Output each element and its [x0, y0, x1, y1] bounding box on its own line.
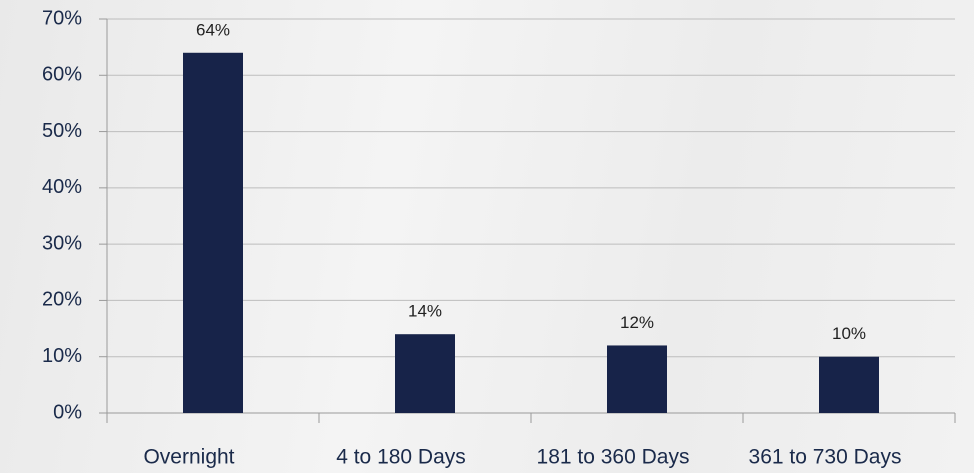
x-tick-label: 361 to 730 Days — [749, 446, 902, 469]
y-tick-label: 60% — [42, 64, 82, 86]
y-tick-label: 70% — [42, 7, 82, 29]
data-label: 12% — [620, 313, 654, 332]
y-tick-label: 10% — [42, 345, 82, 367]
data-label: 14% — [408, 302, 442, 321]
bar — [607, 345, 667, 413]
bar — [395, 334, 455, 413]
y-tick-label: 20% — [42, 289, 82, 311]
y-tick-label: 40% — [42, 176, 82, 198]
data-label: 10% — [832, 324, 866, 343]
x-tick-label: 181 to 360 Days — [537, 446, 690, 469]
y-tick-label: 0% — [53, 401, 82, 423]
x-tick-label: Overnight — [143, 446, 234, 469]
y-tick-label: 30% — [42, 232, 82, 254]
bar — [819, 356, 879, 413]
x-tick-label: 4 to 180 Days — [336, 446, 466, 469]
data-label: 64% — [196, 20, 230, 39]
bar — [183, 52, 243, 414]
y-tick-label: 50% — [42, 120, 82, 142]
